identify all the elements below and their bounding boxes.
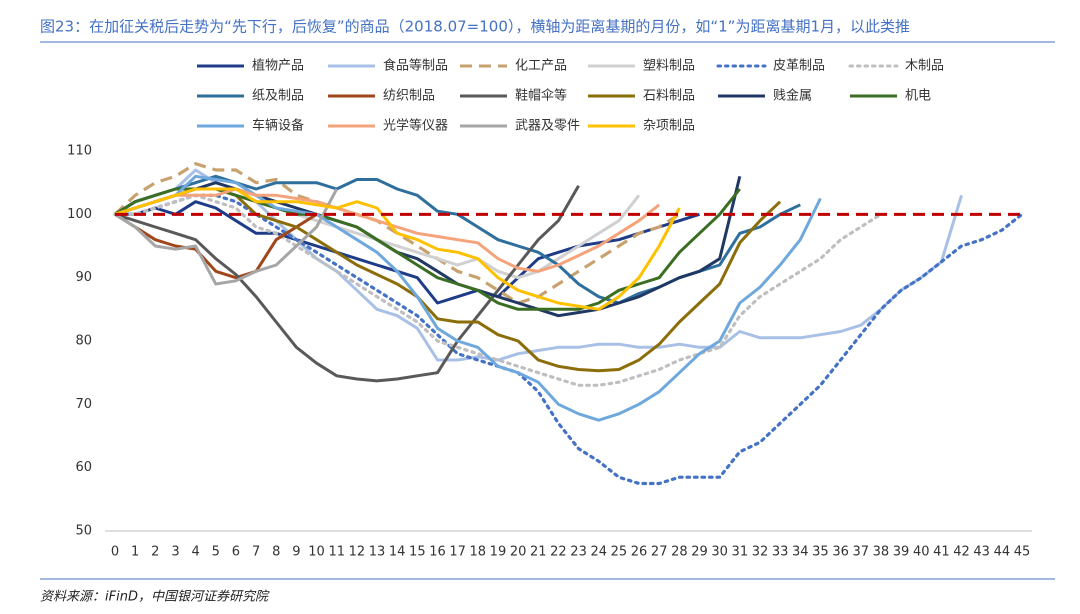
legend-label: 光学等仪器 (383, 118, 448, 134)
series-line (114, 187, 681, 311)
x-tick-label: 2 (151, 545, 159, 560)
x-tick-label: 30 (711, 545, 728, 560)
series-line (114, 175, 742, 318)
x-tick-label: 35 (812, 545, 829, 560)
legend-label: 植物产品 (252, 59, 304, 74)
x-tick-label: 28 (671, 545, 688, 560)
x-tick-label: 3 (171, 545, 179, 560)
legend-label: 皮革制品 (773, 59, 825, 74)
series-line (115, 200, 700, 305)
x-tick-label: 7 (252, 545, 260, 560)
y-tick-label: 60 (75, 460, 92, 475)
series-line (114, 188, 339, 286)
x-tick-label: 12 (349, 545, 366, 560)
x-tick-label: 16 (429, 545, 446, 560)
x-tick-label: 4 (191, 545, 199, 560)
x-tick-label: 10 (308, 545, 325, 560)
legend-label: 化工产品 (515, 59, 567, 74)
x-tick-label: 13 (369, 545, 386, 560)
x-tick-label: 27 (651, 545, 668, 560)
y-tick-label: 50 (75, 524, 92, 539)
x-tick-label: 11 (328, 545, 345, 560)
x-tick-label: 15 (409, 545, 426, 560)
legend-label: 机电 (905, 89, 931, 104)
x-tick-label: 14 (389, 545, 406, 560)
x-tick-label: 38 (873, 545, 890, 560)
series-line (114, 187, 661, 273)
x-tick-label: 1 (131, 545, 139, 560)
series-line (114, 185, 580, 383)
series-line (113, 193, 1024, 486)
x-tick-label: 21 (530, 545, 547, 560)
legend-label: 纺织制品 (383, 89, 435, 104)
x-tick-label: 24 (590, 545, 607, 560)
x-tick-label: 22 (550, 545, 567, 560)
x-tick-label: 9 (292, 545, 300, 560)
x-tick-label: 45 (1014, 545, 1031, 560)
y-tick-label: 110 (67, 144, 92, 159)
x-tick-label: 36 (832, 545, 849, 560)
series-line (113, 193, 883, 387)
x-tick-label: 25 (611, 545, 628, 560)
chart-title: 图23：在加征关税后走势为“先下行，后恢复”的商品（2018.07=100），横… (40, 18, 910, 36)
x-tick-label: 6 (232, 545, 240, 560)
x-tick-label: 8 (272, 545, 280, 560)
legend-label: 贱金属 (773, 88, 812, 104)
legend-label: 纸及制品 (252, 89, 304, 104)
x-tick-label: 40 (913, 545, 930, 560)
legend-label: 鞋帽伞等 (515, 88, 567, 104)
legend-label: 武器及零件 (515, 119, 580, 134)
y-tick-label: 80 (75, 334, 92, 349)
series-line (114, 213, 318, 280)
source: 资料来源：iFinD，中国银河证券研究院 (40, 589, 270, 605)
x-tick-label: 5 (212, 545, 220, 560)
legend-label: 石料制品 (643, 89, 695, 104)
x-tick-label: 44 (994, 545, 1011, 560)
x-tick-label: 39 (893, 545, 910, 560)
legend-label: 木制品 (905, 59, 944, 74)
x-tick-label: 42 (953, 545, 970, 560)
x-tick-label: 43 (973, 545, 990, 560)
x-tick-label: 29 (691, 545, 708, 560)
legend-label: 杂项制品 (643, 119, 695, 134)
x-tick-label: 0 (111, 545, 119, 560)
y-tick-label: 90 (75, 270, 92, 285)
y-tick-label: 100 (67, 207, 92, 222)
y-tick-label: 70 (75, 397, 92, 412)
x-tick-label: 20 (510, 545, 527, 560)
x-tick-label: 19 (490, 545, 507, 560)
legend-label: 食品等制品 (383, 58, 448, 74)
x-tick-label: 26 (631, 545, 648, 560)
legend-label: 车辆设备 (252, 118, 304, 134)
x-tick-label: 34 (792, 545, 809, 560)
x-tick-label: 17 (449, 545, 466, 560)
x-tick-label: 18 (470, 545, 487, 560)
x-tick-label: 23 (570, 545, 587, 560)
x-tick-label: 37 (852, 545, 869, 560)
legend-label: 塑料制品 (643, 59, 695, 74)
x-tick-label: 31 (732, 545, 749, 560)
series-line (114, 174, 822, 422)
x-tick-label: 41 (933, 545, 950, 560)
x-tick-label: 32 (752, 545, 769, 560)
x-tick-label: 33 (772, 545, 789, 560)
